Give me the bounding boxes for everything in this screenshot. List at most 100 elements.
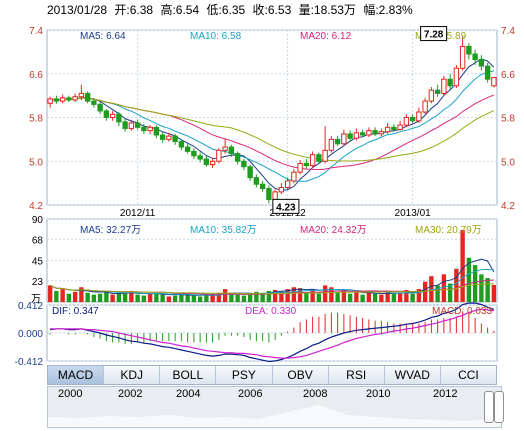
candle-body [103, 110, 110, 118]
candle-body [378, 131, 385, 135]
volume-bar [172, 295, 178, 302]
tab-macd[interactable]: MACD [48, 366, 105, 384]
volume-bar [447, 283, 453, 302]
candle-body [341, 133, 347, 145]
candle-body [91, 100, 97, 105]
volume-bar [454, 268, 459, 302]
volume-bar [60, 289, 65, 302]
stock-chart[interactable]: 7.4 7.4 6.6 6.6 5.8 5.8 5.0 5.0 4.2 4.2 2012/11 201… [0, 0, 524, 365]
candle-body [428, 89, 435, 102]
candle-body [141, 126, 147, 132]
candle-body [284, 180, 291, 188]
volume-bar [441, 274, 447, 302]
macd-dif-label: DIF: 0.347 [52, 306, 99, 317]
candle-body [434, 89, 441, 94]
candle-body [278, 187, 285, 193]
quote-date: 2013/01/28 [47, 3, 108, 17]
volume-ma-label: MA30: 20.79万 [415, 225, 482, 236]
volume-bar [297, 288, 303, 302]
candle-body [178, 141, 185, 148]
max-price-label: 7.28 [424, 30, 444, 41]
price-y-tick-right: 5.0 [501, 157, 515, 168]
navigator-year-label: 2008 [303, 388, 328, 400]
quote-header: 2013/01/28 开:6.38 高:6.54 低:6.35 收:6.53 量… [47, 1, 417, 18]
candle-body [272, 191, 278, 201]
price-ma-label: MA5: 6.64 [80, 31, 126, 42]
tab-wvad[interactable]: WVAD [385, 366, 441, 384]
candle-body [366, 130, 372, 136]
candle-body [353, 132, 360, 139]
volume-bar [272, 290, 278, 302]
volume-ma-label: MA20: 24.32万 [300, 225, 367, 236]
candle-body [122, 121, 128, 129]
candle-body [422, 100, 428, 113]
volume-bar [241, 295, 247, 302]
tab-obv[interactable]: OBV [273, 366, 329, 384]
macd-y-tick: -0.412 [15, 357, 44, 365]
candle-body [191, 150, 197, 157]
volume-bar [141, 295, 147, 302]
tab-boll[interactable]: BOLL [160, 366, 217, 384]
volume-bar [335, 292, 340, 302]
volume-bar [279, 290, 284, 302]
volume-bar [72, 291, 78, 302]
price-y-tick-left: 6.6 [29, 70, 43, 81]
volume-bar [466, 257, 472, 302]
navigator-right-handle[interactable] [494, 391, 504, 423]
candle-body [216, 149, 222, 162]
tab-cci[interactable]: CCI [458, 368, 479, 382]
candle-body [172, 135, 178, 143]
macd-dif-line [50, 302, 495, 363]
candle-body [384, 126, 391, 133]
navigator-year-label: 2000 [58, 388, 83, 400]
candle-body [416, 111, 422, 122]
candle-body [397, 124, 403, 131]
volume-bar [85, 292, 90, 302]
candle-body [153, 126, 160, 136]
price-y-tick-right: 5.8 [501, 114, 515, 125]
volume-bar [185, 294, 190, 302]
candle-body [203, 158, 210, 166]
time-navigator[interactable]: 2000 2002 2004 2006 2008 2010 2012 [47, 386, 504, 428]
tab-rsi[interactable]: RSI [329, 366, 385, 384]
volume-bar [166, 296, 172, 302]
macd-dea-label: DEA: 0.330 [245, 306, 297, 317]
volume-bar [104, 291, 109, 302]
navigator-left-handle[interactable] [484, 391, 494, 423]
price-y-tick-right: 7.4 [501, 26, 515, 37]
price-y-tick-left: 4.2 [29, 201, 43, 212]
volume-bar [416, 289, 422, 302]
candle-body [147, 126, 153, 132]
candle-body [209, 160, 216, 166]
volume-bar [491, 284, 497, 302]
volume-bar [179, 293, 184, 302]
candle-body [322, 149, 328, 162]
tab-psy[interactable]: PSY [216, 366, 273, 384]
candle-body [116, 113, 122, 123]
volume-bar [291, 287, 297, 302]
volume-bar [347, 293, 353, 302]
quote-change: 幅:2.83% [363, 3, 413, 17]
volume-bar [460, 230, 465, 302]
volume-bar [222, 289, 228, 302]
candle-body [372, 130, 378, 135]
candle-body [159, 134, 166, 140]
macd-value-label: MACD: 0.033 [432, 306, 492, 317]
volume-ma-label: MA10: 35.82万 [190, 225, 257, 236]
candle-body [78, 92, 85, 98]
indicator-tabs: MACD KDJ BOLL PSY OBV RSI WVAD CCI [47, 365, 497, 385]
volume-bar [472, 265, 478, 302]
volume-bar [66, 293, 72, 302]
candle-body [166, 135, 172, 140]
candle-body [184, 146, 191, 152]
volume-bar [304, 292, 309, 302]
navigator-year-label: 2004 [176, 388, 201, 400]
candle-body [441, 78, 447, 94]
volume-bar [366, 292, 372, 302]
tab-kdj[interactable]: KDJ [104, 366, 161, 384]
volume-y-tick: 68 [32, 235, 44, 246]
volume-bar [254, 291, 259, 302]
volume-bar [260, 292, 265, 302]
volume-bar [310, 289, 315, 302]
candle-body [253, 177, 260, 185]
